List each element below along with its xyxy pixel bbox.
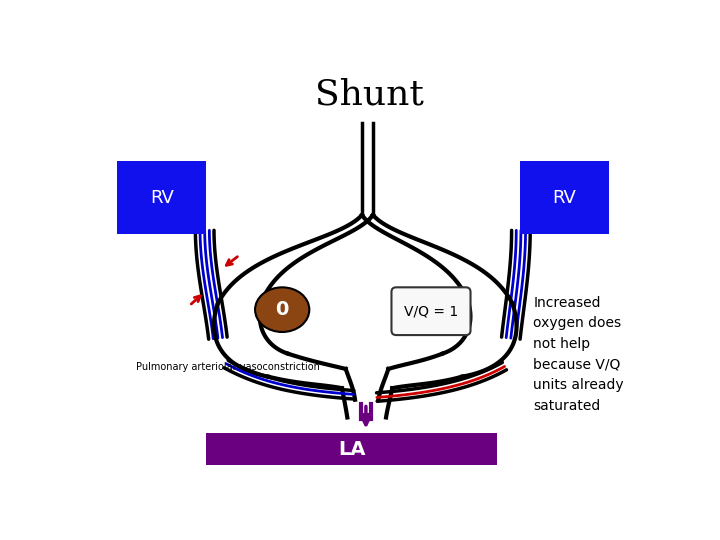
- Bar: [520, 161, 609, 234]
- Ellipse shape: [255, 287, 310, 332]
- Bar: [117, 161, 206, 234]
- Text: Pulmonary arteriolar vasoconstriction: Pulmonary arteriolar vasoconstriction: [137, 362, 320, 373]
- Text: RV: RV: [553, 188, 577, 207]
- Text: V/Q = 1: V/Q = 1: [404, 304, 458, 318]
- Text: 0: 0: [276, 300, 289, 319]
- FancyBboxPatch shape: [392, 287, 471, 335]
- Text: Increased
oxygen does
not help
because V/Q
units already
saturated: Increased oxygen does not help because V…: [534, 296, 624, 413]
- Text: Shunt: Shunt: [315, 77, 423, 111]
- Text: LA: LA: [338, 440, 365, 458]
- Text: RV: RV: [150, 188, 174, 207]
- Bar: [206, 433, 497, 465]
